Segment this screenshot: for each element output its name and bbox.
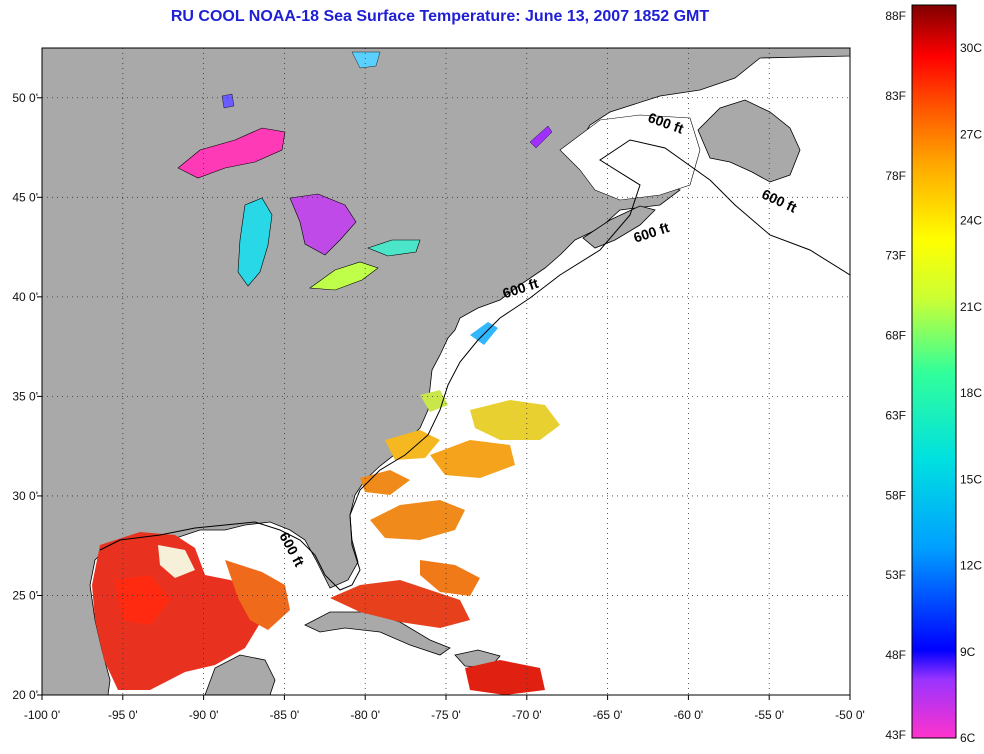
lake-superior xyxy=(177,127,286,179)
colorbar-f-label-3: 73F xyxy=(885,249,906,263)
lon-tick-label-0: -100 0' xyxy=(24,708,60,722)
land-newfoundland xyxy=(697,99,801,183)
colorbar-c-label-6: 12C xyxy=(960,559,982,573)
colorbar-c-label-4: 18C xyxy=(960,386,982,400)
longitude-axis: -100 0' -95 0' -90 0' -85 0' -80 0' -75 0' -70… xyxy=(24,695,865,722)
lon-tick-label-9: -55 0' xyxy=(754,708,784,722)
lat-tick-label-0: 20 0' xyxy=(12,688,38,702)
colorbar-c-label-8: 6C xyxy=(960,731,976,745)
colorbar-fahrenheit-labels: 88F 83F 78F 73F 68F 63F 58F 53F 48F 43F xyxy=(885,9,906,742)
land-yucatan xyxy=(204,654,276,695)
colorbar-f-label-7: 53F xyxy=(885,568,906,582)
colorbar-c-label-2: 24C xyxy=(960,214,982,228)
colorbar-celsius-labels: 30C 27C 24C 21C 18C 15C 12C 9C 6C xyxy=(960,41,982,745)
lake-winnipeg-patch xyxy=(221,93,235,109)
colorbar-c-label-5: 15C xyxy=(960,472,982,486)
lat-tick-label-4: 40 0' xyxy=(12,290,38,304)
lon-tick-label-6: -70 0' xyxy=(512,708,542,722)
latitude-axis: 20 0' 25 0' 30 0' 35 0' 40 0' 45 0' 50 0' xyxy=(12,91,42,702)
colorbar-f-label-0: 88F xyxy=(885,9,906,23)
lake-erie xyxy=(309,261,379,291)
lon-tick-label-2: -90 0' xyxy=(189,708,219,722)
lat-tick-label-2: 30 0' xyxy=(12,489,38,503)
lon-tick-label-1: -95 0' xyxy=(108,708,138,722)
colorbar-f-label-9: 43F xyxy=(885,728,906,742)
lake-ontario xyxy=(367,239,421,257)
gulf-st-lawrence xyxy=(559,114,701,201)
lon-tick-label-4: -80 0' xyxy=(350,708,380,722)
land-nova-scotia xyxy=(582,205,656,249)
colorbar-c-label-1: 27C xyxy=(960,127,982,141)
sst-caribbean-bahamas xyxy=(330,560,545,695)
map-title: RU COOL NOAA-18 Sea Surface Temperature:… xyxy=(170,8,710,25)
colorbar-f-label-4: 68F xyxy=(885,329,906,343)
lon-tick-label-7: -65 0' xyxy=(593,708,623,722)
colorbar xyxy=(911,4,957,739)
lat-tick-label-3: 35 0' xyxy=(12,389,38,403)
colorbar-f-label-8: 48F xyxy=(885,648,906,662)
colorbar-f-label-6: 58F xyxy=(885,488,906,502)
st-lawrence-patch xyxy=(529,125,553,149)
sst-gulf-of-mexico xyxy=(92,532,290,690)
colorbar-c-label-0: 30C xyxy=(960,41,982,55)
lon-tick-label-5: -75 0' xyxy=(431,708,461,722)
colorbar-f-label-1: 83F xyxy=(885,89,906,103)
lat-tick-label-1: 25 0' xyxy=(12,588,38,602)
colorbar-c-label-3: 21C xyxy=(960,300,982,314)
colorbar-f-label-2: 78F xyxy=(885,169,906,183)
lat-tick-label-6: 50 0' xyxy=(12,91,38,105)
hudson-patch xyxy=(351,51,381,69)
lake-michigan xyxy=(237,197,273,287)
lon-tick-label-10: -50 0' xyxy=(835,708,865,722)
lat-tick-label-5: 45 0' xyxy=(12,190,38,204)
depth-contour-600ft xyxy=(99,139,850,591)
colorbar-c-label-7: 9C xyxy=(960,645,976,659)
lon-tick-label-3: -85 0' xyxy=(270,708,300,722)
lon-tick-label-8: -60 0' xyxy=(674,708,704,722)
colorbar-f-label-5: 63F xyxy=(885,408,906,422)
